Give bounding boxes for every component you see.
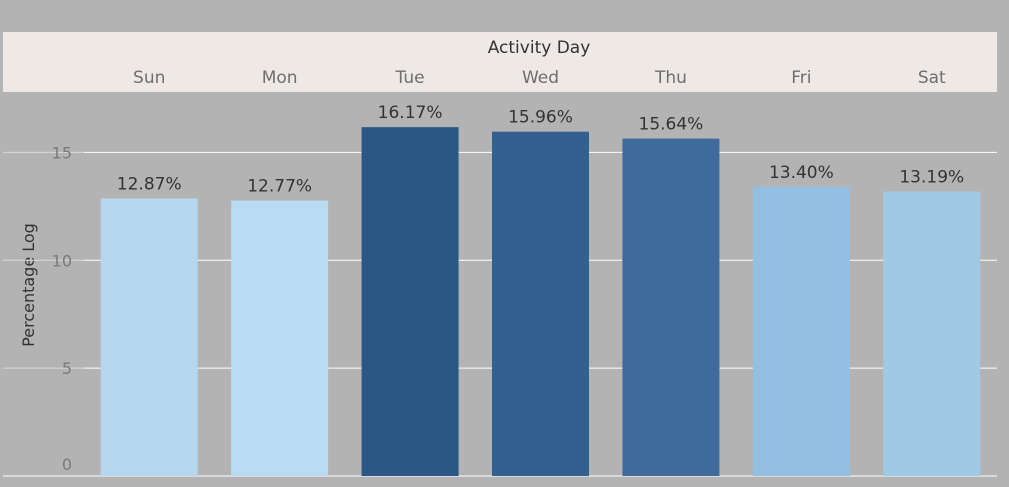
category-label-sun: Sun: [133, 68, 165, 88]
data-label-sun: 12.87%: [117, 174, 182, 194]
y-tick-labels: 0 5 10 15: [52, 143, 72, 474]
y-axis-label: Percentage Log: [19, 223, 38, 347]
bar-sun[interactable]: [100, 198, 198, 477]
category-label-tue: Tue: [395, 68, 425, 88]
data-label-tue: 16.17%: [378, 103, 443, 123]
chart-frame: Activity Day Percentage Log 12.87% 12.77%…: [0, 30, 1009, 487]
data-label-thu: 15.64%: [639, 115, 704, 135]
data-label-wed: 15.96%: [508, 108, 573, 128]
y-tick-label: 15: [52, 143, 72, 162]
bar-chart: Activity Day Percentage Log 12.87% 12.77%…: [3, 32, 997, 477]
category-labels: Sun Mon Tue Wed Thu Fri Sat: [133, 68, 946, 88]
data-label-fri: 13.40%: [769, 163, 834, 183]
bars: [100, 127, 981, 477]
bar-wed[interactable]: [492, 131, 589, 476]
bar-mon[interactable]: [231, 200, 329, 476]
bar-tue[interactable]: [361, 127, 459, 476]
bar-thu[interactable]: [622, 138, 720, 476]
category-label-mon: Mon: [262, 68, 298, 88]
data-label-sat: 13.19%: [899, 167, 964, 187]
category-label-sat: Sat: [918, 68, 946, 88]
y-tick-label: 0: [62, 455, 72, 474]
header-band: [3, 32, 997, 92]
bar-sat[interactable]: [883, 191, 981, 476]
bar-fri[interactable]: [752, 186, 850, 477]
category-label-wed: Wed: [522, 68, 559, 88]
y-tick-label: 5: [62, 359, 72, 378]
data-label-mon: 12.77%: [247, 177, 312, 197]
category-label-thu: Thu: [654, 68, 687, 88]
column-header-title: Activity Day: [488, 38, 591, 58]
data-labels: 12.87% 12.77% 16.17% 15.96% 15.64% 13.40% 13.1…: [117, 103, 964, 196]
category-label-fri: Fri: [791, 68, 811, 88]
y-tick-label: 10: [52, 251, 72, 270]
